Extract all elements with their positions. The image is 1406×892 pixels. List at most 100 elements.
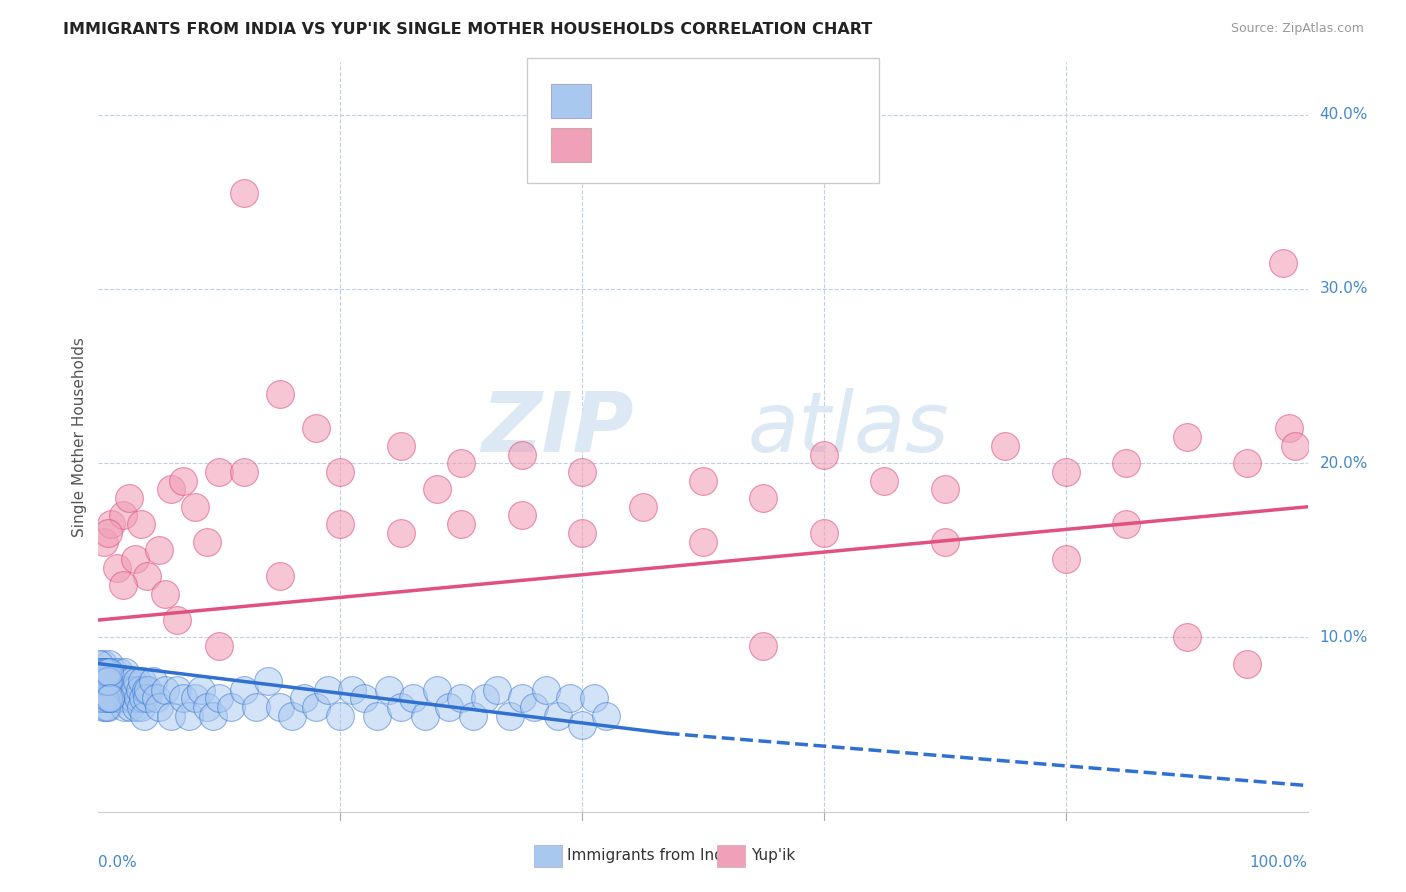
Point [1175,430,1198,444]
Point [752,491,775,505]
Point [166,682,188,697]
Text: 10.0%: 10.0% [1320,630,1368,645]
Point [129,517,152,532]
Text: -0.427: -0.427 [641,91,700,109]
Point [547,709,569,723]
Point [172,691,194,706]
Y-axis label: Single Mother Households: Single Mother Households [72,337,87,537]
Point [1054,552,1077,566]
Point [97,691,120,706]
Point [329,517,352,532]
Point [142,673,165,688]
Text: 30.0%: 30.0% [1320,282,1368,296]
Point [97,525,120,540]
Point [166,613,188,627]
Point [523,700,546,714]
Point [353,691,375,706]
Point [208,691,231,706]
Point [93,673,115,688]
Point [558,691,581,706]
Point [692,474,714,488]
Point [135,682,157,697]
Point [93,682,115,697]
Point [91,673,114,688]
Text: 100.0%: 100.0% [1250,855,1308,871]
Point [437,700,460,714]
Point [89,665,111,680]
Point [474,691,496,706]
Point [221,700,243,714]
Point [90,691,112,706]
Point [153,587,176,601]
Text: N =: N = [717,136,765,153]
Text: R =: R = [602,136,638,153]
Point [498,709,520,723]
Point [91,657,114,671]
Point [97,682,120,697]
Point [450,517,472,532]
Point [281,709,304,723]
Text: IMMIGRANTS FROM INDIA VS YUP'IK SINGLE MOTHER HOUSEHOLDS CORRELATION CHART: IMMIGRANTS FROM INDIA VS YUP'IK SINGLE M… [63,22,873,37]
Point [202,709,225,723]
Point [752,639,775,653]
Point [292,691,315,706]
Point [1115,517,1137,532]
Point [90,665,112,680]
Point [389,525,412,540]
Point [100,682,122,697]
Text: Source: ZipAtlas.com: Source: ZipAtlas.com [1230,22,1364,36]
Point [89,665,111,680]
Point [450,691,472,706]
Text: Yup'ik: Yup'ik [751,848,794,863]
Point [90,682,112,697]
Point [96,665,118,680]
Point [96,691,118,706]
Point [136,682,159,697]
Point [135,691,157,706]
Point [100,673,122,688]
Point [104,682,127,697]
Text: 20.0%: 20.0% [1320,456,1368,471]
Point [269,700,291,714]
Point [342,682,364,697]
Point [934,534,956,549]
Point [115,682,138,697]
Point [595,709,617,723]
Point [692,534,714,549]
Point [184,691,207,706]
Point [98,691,121,706]
Point [89,682,111,697]
Point [93,691,115,706]
Point [118,673,141,688]
Point [117,691,139,706]
Point [366,709,388,723]
Point [463,709,485,723]
Point [93,691,115,706]
Point [124,552,146,566]
Point [402,691,425,706]
Point [873,474,896,488]
Point [120,682,142,697]
Point [1236,657,1258,671]
Text: 58: 58 [756,136,779,153]
Point [1115,456,1137,470]
Point [112,700,135,714]
Point [195,700,218,714]
Point [108,691,131,706]
Point [122,691,145,706]
Point [118,700,141,714]
Point [426,682,449,697]
Point [377,682,399,697]
Text: 114: 114 [756,91,792,109]
Point [91,700,114,714]
Point [413,709,436,723]
Point [269,386,291,401]
Point [256,673,278,688]
Point [94,682,117,697]
Point [111,508,134,523]
Point [232,186,254,201]
Point [148,700,170,714]
Point [94,665,117,680]
Point [571,465,593,479]
Point [98,665,121,680]
